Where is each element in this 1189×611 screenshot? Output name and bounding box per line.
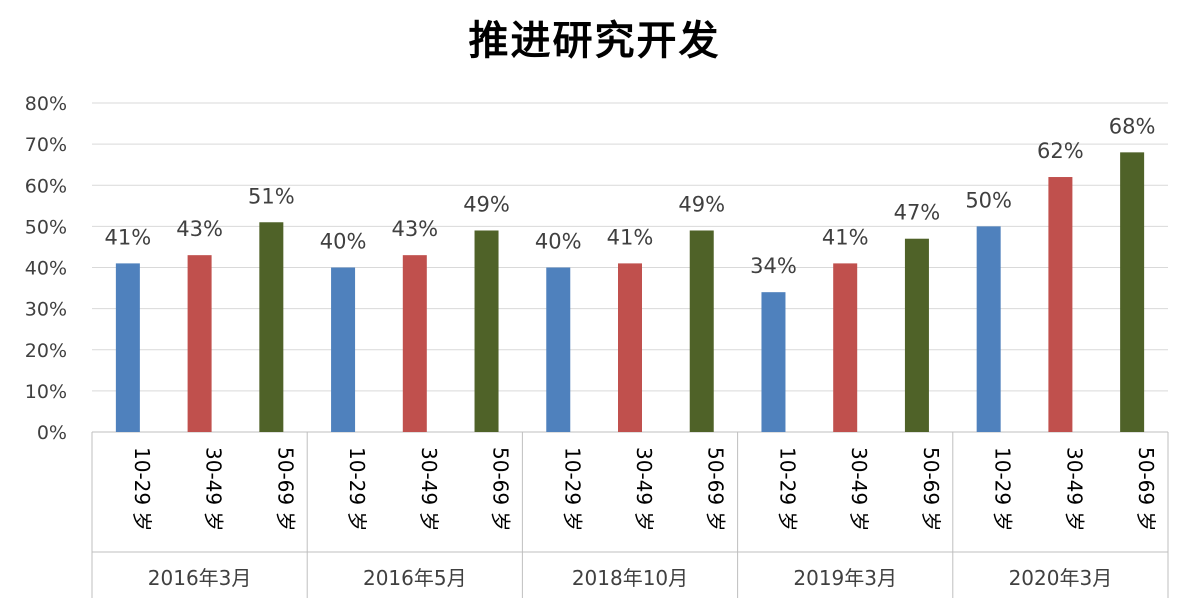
data-label: 40% — [320, 230, 367, 254]
bar — [761, 292, 786, 432]
bar — [1048, 177, 1073, 432]
y-tick-label: 50% — [25, 216, 67, 238]
bar — [833, 263, 858, 432]
group-label: 2016年3月 — [148, 566, 252, 590]
data-label: 40% — [535, 230, 582, 254]
category-label: 10-29 岁 — [560, 447, 584, 531]
data-label: 34% — [750, 254, 797, 278]
data-label: 50% — [965, 188, 1012, 212]
category-label: 10-29 岁 — [775, 447, 799, 531]
category-label: 50-69 岁 — [704, 447, 728, 531]
y-tick-label: 80% — [25, 93, 67, 115]
y-tick-label: 20% — [25, 340, 67, 362]
bar — [187, 255, 212, 432]
group-label: 2020年3月 — [1009, 566, 1113, 590]
category-label: 30-49 岁 — [632, 447, 656, 531]
y-tick-label: 30% — [25, 299, 67, 321]
data-label: 49% — [678, 192, 725, 216]
category-label: 10-29 岁 — [130, 447, 154, 531]
category-label: 30-49 岁 — [847, 447, 871, 531]
category-label: 50-69 岁 — [919, 447, 943, 531]
y-tick-label: 70% — [25, 134, 67, 156]
data-label: 47% — [894, 201, 941, 225]
data-label: 49% — [463, 192, 510, 216]
group-label: 2016年5月 — [363, 566, 467, 590]
data-label: 41% — [822, 225, 869, 249]
bar — [618, 263, 642, 432]
group-label: 2018年10月 — [572, 566, 688, 590]
bar — [402, 255, 427, 432]
category-label: 50-69 岁 — [1134, 447, 1158, 531]
bar — [546, 267, 571, 432]
y-tick-label: 10% — [25, 381, 67, 403]
y-tick-label: 0% — [37, 422, 67, 444]
data-label: 41% — [105, 225, 152, 249]
bar — [259, 222, 284, 432]
y-tick-label: 60% — [25, 175, 67, 197]
data-label: 68% — [1109, 114, 1156, 138]
data-label: 51% — [248, 184, 295, 208]
data-label: 62% — [1037, 139, 1084, 163]
bar — [331, 267, 356, 432]
chart-title: 推进研究开发 — [468, 18, 721, 64]
bar — [904, 238, 929, 432]
group-label: 2019年3月 — [793, 566, 897, 590]
category-label: 50-69 岁 — [273, 447, 297, 531]
bar — [1120, 152, 1145, 432]
category-label: 10-29 岁 — [991, 447, 1015, 531]
category-label: 30-49 岁 — [202, 447, 226, 531]
category-label: 30-49 岁 — [1062, 447, 1086, 531]
category-label: 50-69 岁 — [489, 447, 513, 531]
category-label: 30-49 岁 — [417, 447, 441, 531]
bar — [474, 230, 499, 432]
category-label: 10-29 岁 — [345, 447, 369, 531]
data-label: 43% — [391, 217, 438, 241]
y-tick-label: 40% — [25, 258, 67, 280]
data-label: 41% — [607, 225, 654, 249]
bar — [115, 263, 140, 432]
bar — [976, 226, 1001, 432]
bar — [689, 230, 714, 432]
data-label: 43% — [176, 217, 223, 241]
